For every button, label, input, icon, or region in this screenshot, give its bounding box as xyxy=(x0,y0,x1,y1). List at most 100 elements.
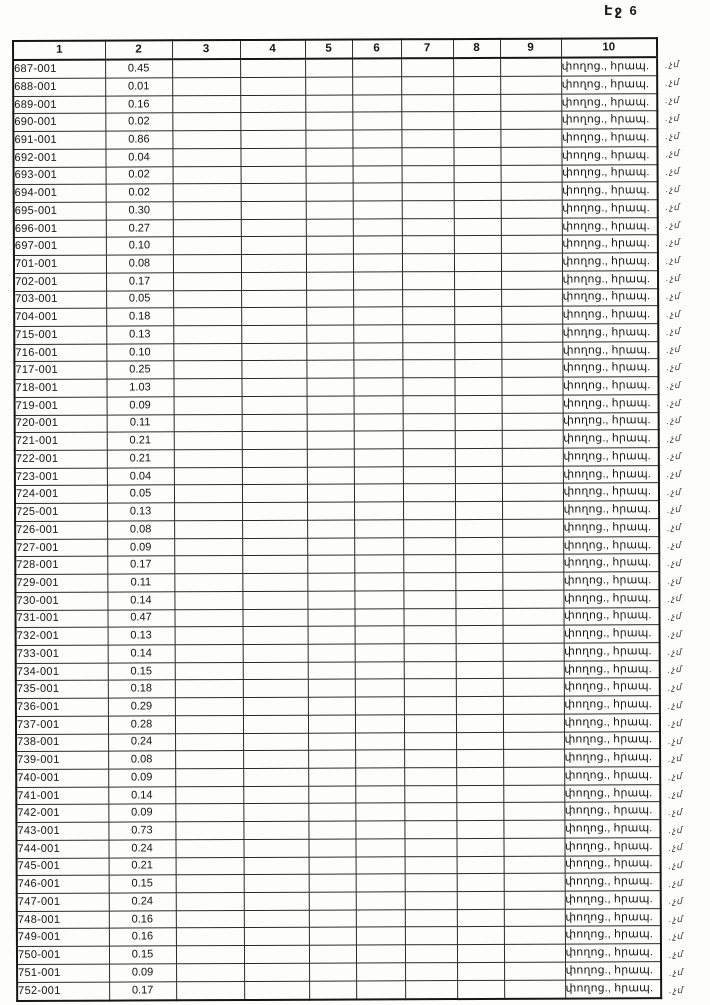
empty-cell xyxy=(309,962,357,981)
empty-cell xyxy=(172,201,241,220)
empty-cell xyxy=(353,395,403,414)
row-id: 748-001 xyxy=(16,910,109,929)
empty-cell xyxy=(454,288,502,307)
empty-cell xyxy=(404,944,458,963)
empty-cell xyxy=(503,784,565,803)
empty-cell xyxy=(503,749,565,768)
empty-cell xyxy=(241,484,308,503)
empty-cell xyxy=(501,412,563,431)
row-street-label: փողոց., հրապ. xyxy=(562,483,660,502)
margin-note: չմ xyxy=(666,323,680,341)
empty-cell xyxy=(355,803,405,822)
empty-cell xyxy=(401,200,454,219)
empty-cell xyxy=(175,821,244,840)
empty-cell xyxy=(503,802,565,821)
row-id: 751-001 xyxy=(17,963,110,983)
empty-cell xyxy=(356,980,406,1000)
row-street-label: փողոց., հրապ. xyxy=(563,624,660,644)
empty-cell xyxy=(241,413,307,432)
empty-cell xyxy=(174,697,243,716)
empty-cell xyxy=(500,235,562,254)
empty-cell xyxy=(455,607,503,626)
row-street-label: փողոց., հրապ. xyxy=(562,376,659,395)
row-value: 0.09 xyxy=(108,768,176,787)
empty-cell xyxy=(352,236,402,255)
empty-cell xyxy=(502,643,564,662)
empty-cell xyxy=(457,962,505,981)
empty-cell xyxy=(175,786,244,805)
row-street-label: փողոց., հրապ. xyxy=(562,394,659,413)
row-value: 0.05 xyxy=(106,485,175,504)
empty-cell xyxy=(402,377,455,396)
empty-cell xyxy=(403,625,456,644)
empty-cell xyxy=(175,750,244,769)
empty-cell xyxy=(352,218,402,237)
empty-cell xyxy=(175,927,244,946)
margin-note: չմ xyxy=(665,92,679,110)
empty-cell xyxy=(456,891,504,910)
empty-cell xyxy=(405,980,458,1000)
row-id: 694-001 xyxy=(13,184,106,203)
row-value: 0.14 xyxy=(107,591,175,610)
empty-cell xyxy=(240,130,306,149)
empty-cell xyxy=(404,802,457,821)
margin-note: չմ xyxy=(667,590,681,608)
empty-cell xyxy=(243,785,309,804)
empty-cell xyxy=(353,271,403,290)
empty-cell xyxy=(353,307,403,326)
row-value: 0.08 xyxy=(108,751,176,770)
empty-cell xyxy=(173,360,242,379)
empty-cell xyxy=(306,342,354,361)
empty-cell xyxy=(456,731,504,750)
empty-cell xyxy=(402,271,455,290)
row-id: 716-001 xyxy=(14,343,107,362)
row-id: 695-001 xyxy=(13,202,106,221)
empty-cell xyxy=(307,626,355,645)
empty-cell xyxy=(172,95,241,114)
empty-cell xyxy=(305,200,353,219)
row-value: 0.09 xyxy=(109,963,177,982)
empty-cell xyxy=(401,182,454,201)
empty-cell xyxy=(243,927,309,946)
empty-cell xyxy=(308,750,356,769)
row-street-label: փողոց., հրապ. xyxy=(561,57,658,77)
empty-cell xyxy=(306,484,355,503)
empty-cell xyxy=(402,430,455,449)
row-value: 0.16 xyxy=(108,928,176,947)
row-id: 752-001 xyxy=(17,981,110,1001)
empty-cell xyxy=(404,909,457,928)
row-street-label: փողոց., հրապ. xyxy=(563,554,660,573)
empty-cell xyxy=(502,536,564,555)
empty-cell xyxy=(455,519,503,538)
empty-cell xyxy=(308,821,356,840)
margin-note: չմ xyxy=(665,56,679,74)
empty-cell xyxy=(307,537,355,556)
empty-cell xyxy=(502,519,564,538)
margin-note: չմ xyxy=(667,608,682,626)
empty-cell xyxy=(241,342,307,361)
empty-cell xyxy=(454,466,502,485)
row-value: 0.21 xyxy=(106,432,174,451)
row-value: 0.73 xyxy=(108,821,176,840)
empty-cell xyxy=(500,253,563,272)
row-id: 687-001 xyxy=(13,59,106,79)
empty-cell xyxy=(500,200,562,219)
empty-cell xyxy=(306,289,354,308)
empty-cell xyxy=(173,272,242,291)
margin-note: չմ xyxy=(668,821,682,839)
empty-cell xyxy=(403,519,456,538)
empty-cell xyxy=(306,378,354,397)
margin-note: չմ xyxy=(667,465,681,483)
empty-cell xyxy=(308,927,356,946)
empty-cell xyxy=(502,713,565,732)
row-value: 0.08 xyxy=(107,520,175,539)
empty-cell xyxy=(455,590,503,609)
empty-cell xyxy=(243,768,309,787)
empty-cell xyxy=(308,838,356,857)
empty-cell xyxy=(306,395,354,414)
margin-note: չմ xyxy=(668,732,682,750)
empty-cell xyxy=(456,855,504,874)
empty-cell xyxy=(403,696,456,715)
empty-cell xyxy=(243,732,309,751)
empty-cell xyxy=(355,732,405,751)
